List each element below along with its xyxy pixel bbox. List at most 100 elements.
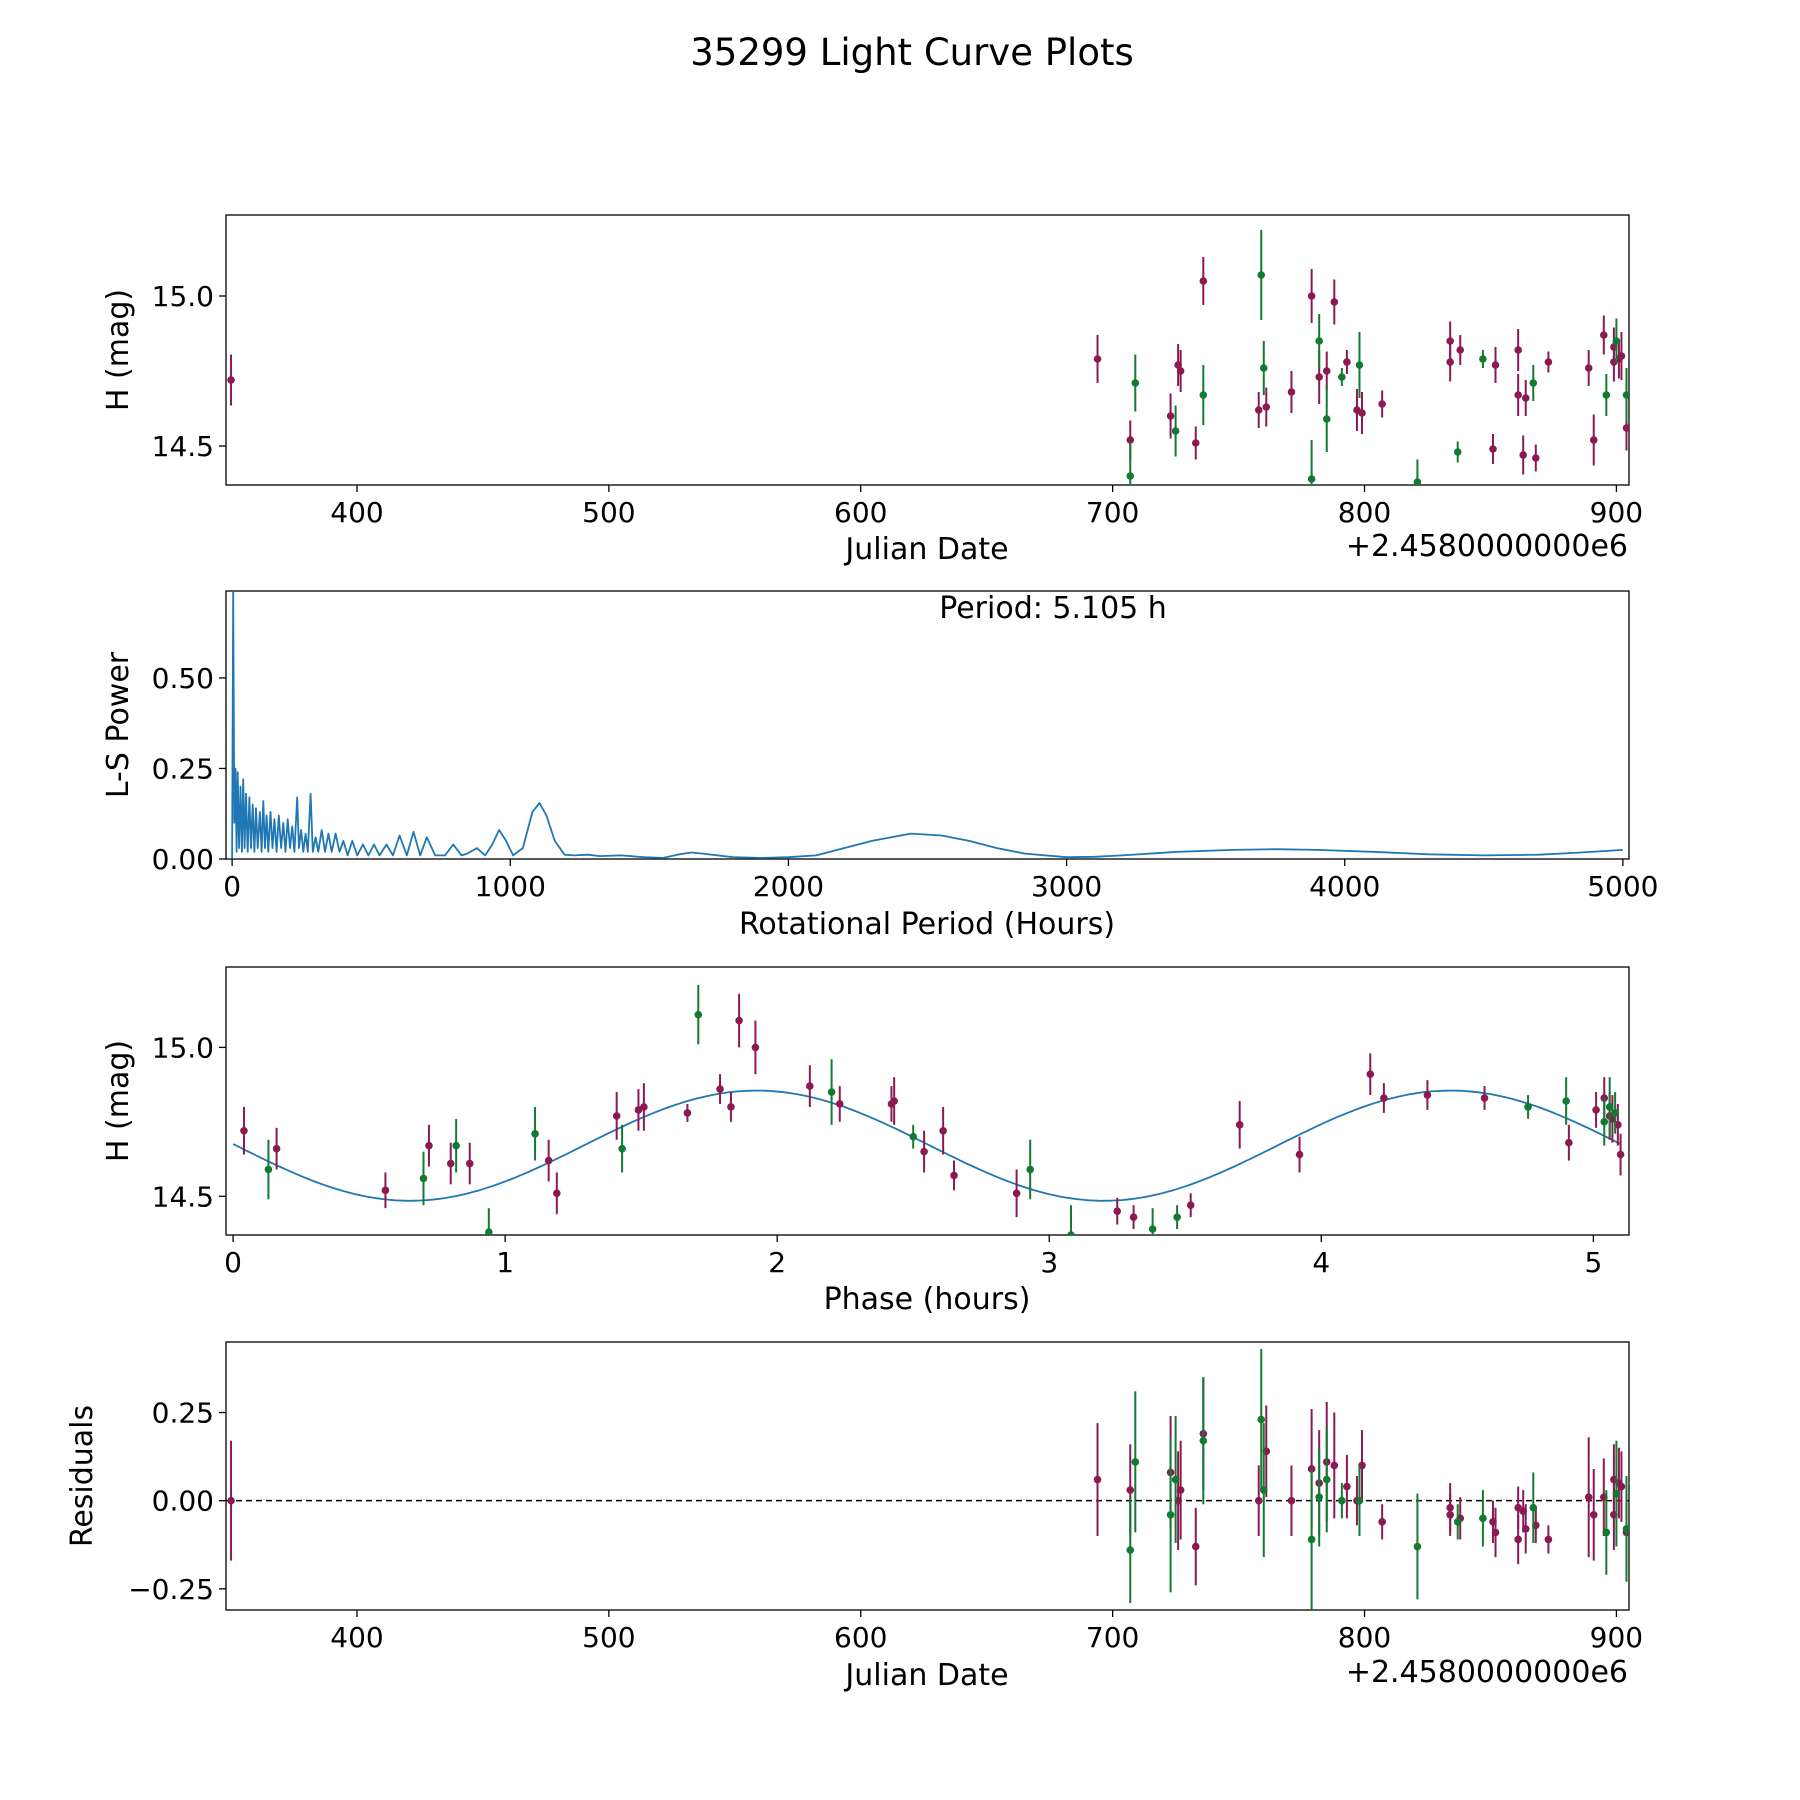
- raw-data-point: [1622, 391, 1629, 399]
- raw-data-point: [1322, 367, 1331, 375]
- residuals-y-tick-label: 0.25: [152, 1397, 214, 1430]
- residuals-data-point: [1544, 1535, 1553, 1544]
- phased-data-point: [920, 1147, 928, 1156]
- residuals-y-tick-label: −0.25: [128, 1573, 214, 1606]
- phased-data-point: [890, 1097, 898, 1105]
- raw-data-point: [1446, 337, 1454, 345]
- residuals-data-point: [1259, 1486, 1268, 1494]
- phased-data-point: [612, 1112, 621, 1120]
- phased-data-point: [751, 1043, 760, 1052]
- residuals-data-point: [1257, 1415, 1266, 1424]
- residuals-data-point: [1330, 1461, 1339, 1470]
- phased-data-point: [1592, 1106, 1600, 1114]
- periodogram-x-tick-label: 5000: [1587, 870, 1658, 903]
- raw-data-point: [1589, 436, 1598, 444]
- residuals-x-tick-label: 400: [330, 1621, 383, 1654]
- phased-data-point: [465, 1159, 474, 1168]
- phased-x-tick-label: 3: [1040, 1246, 1058, 1279]
- phased-data-point: [683, 1109, 692, 1117]
- raw-data-point: [1171, 427, 1180, 435]
- raw-data-point: [1259, 364, 1268, 372]
- periodogram-power-line: [231, 591, 1623, 859]
- residuals-data-point: [227, 1496, 235, 1505]
- raw-x-offset-text: +2.4580000000e6: [1346, 529, 1628, 564]
- raw-plot-frame: [225, 214, 1630, 486]
- raw-data-point: [1479, 355, 1487, 363]
- figure-title: 35299 Light Curve Plots: [690, 31, 1134, 74]
- residuals-data-point: [1307, 1465, 1316, 1473]
- raw-data-point: [1262, 403, 1271, 411]
- phased-data-point: [425, 1141, 433, 1150]
- phased-data-point: [553, 1189, 561, 1198]
- raw-data-point: [1519, 451, 1528, 459]
- raw-data-point: [1456, 346, 1465, 354]
- residuals-x-axis-label: Julian Date: [843, 1658, 1008, 1693]
- raw-data-point: [1199, 391, 1208, 399]
- raw-data-layer: [227, 230, 1629, 485]
- raw-data-point: [1491, 361, 1500, 369]
- phased-y-tick-label: 14.5: [152, 1180, 214, 1213]
- raw-data-point: [1355, 361, 1364, 369]
- raw-data-point: [1199, 277, 1208, 285]
- residuals-data-point: [1307, 1535, 1316, 1544]
- phased-data-point: [446, 1159, 455, 1168]
- residuals-data-point: [1622, 1525, 1629, 1533]
- phased-data-point: [727, 1103, 735, 1111]
- residuals-data-point: [1584, 1493, 1593, 1501]
- phased-data-point: [419, 1174, 428, 1183]
- residuals-data-point: [1199, 1436, 1208, 1445]
- phased-x-tick-label: 1: [496, 1246, 514, 1279]
- phased-data-point: [1148, 1225, 1157, 1233]
- periodogram-plot-frame: [225, 590, 1630, 860]
- phased-data-point: [716, 1085, 724, 1093]
- periodogram-data-layer: [231, 591, 1623, 859]
- raw-data-point: [1166, 412, 1175, 420]
- raw-data-point: [1544, 358, 1553, 366]
- phased-data-point: [1423, 1091, 1432, 1099]
- raw-data-point: [1622, 424, 1629, 432]
- phased-light-curve-panel: Phase (hours) H (mag) 0 1 2 3 4 5 14.5 15.0: [101, 966, 1630, 1317]
- raw-x-tick-label: 700: [1086, 496, 1139, 529]
- raw-y-tick-label: 14.5: [152, 430, 214, 463]
- residuals-data-point: [1171, 1475, 1180, 1484]
- raw-data-point: [1489, 445, 1497, 453]
- periodogram-x-tick-label: 2000: [753, 870, 824, 903]
- raw-data-point: [1358, 409, 1366, 417]
- phased-data-point: [618, 1144, 626, 1153]
- residuals-data-point: [1612, 1489, 1621, 1498]
- residuals-data-point: [1529, 1503, 1538, 1512]
- raw-x-tick-label: 900: [1590, 496, 1643, 529]
- phased-data-point: [1562, 1097, 1570, 1105]
- raw-data-point: [1176, 367, 1185, 375]
- phased-data-point: [1605, 1103, 1614, 1111]
- phased-data-point: [827, 1088, 836, 1096]
- phased-plot-frame: [225, 966, 1630, 1236]
- raw-y-axis-label: H (mag): [101, 289, 136, 411]
- residuals-data-point: [1322, 1475, 1331, 1484]
- period-annotation: Period: 5.105 h: [939, 591, 1167, 626]
- residuals-data-point: [1479, 1514, 1487, 1523]
- phased-y-axis-label: H (mag): [101, 1040, 136, 1162]
- raw-data-point: [1602, 391, 1611, 399]
- residuals-data-point: [1191, 1542, 1200, 1551]
- phased-data-point: [1012, 1189, 1021, 1198]
- residuals-data-point: [1589, 1510, 1598, 1519]
- raw-data-point: [1529, 379, 1538, 387]
- periodogram-y-tick-label: 0.50: [152, 662, 214, 695]
- raw-data-point: [1254, 406, 1263, 414]
- phased-data-point: [1235, 1121, 1244, 1129]
- phased-data-point: [1524, 1103, 1532, 1111]
- phased-data-point: [909, 1132, 918, 1141]
- residuals-y-axis-label: Residuals: [65, 1405, 100, 1547]
- phased-data-point: [1480, 1094, 1489, 1102]
- phased-y-tick-label: 15.0: [152, 1031, 214, 1064]
- phased-data-point: [272, 1144, 281, 1153]
- phased-data-point: [1026, 1165, 1035, 1174]
- raw-data-point: [1617, 352, 1626, 360]
- raw-data-point: [1287, 388, 1296, 396]
- phased-data-point: [1067, 1231, 1075, 1235]
- residuals-data-point: [1453, 1518, 1462, 1526]
- periodogram-y-tick-label: 0.00: [152, 843, 214, 876]
- raw-data-point: [1600, 331, 1608, 339]
